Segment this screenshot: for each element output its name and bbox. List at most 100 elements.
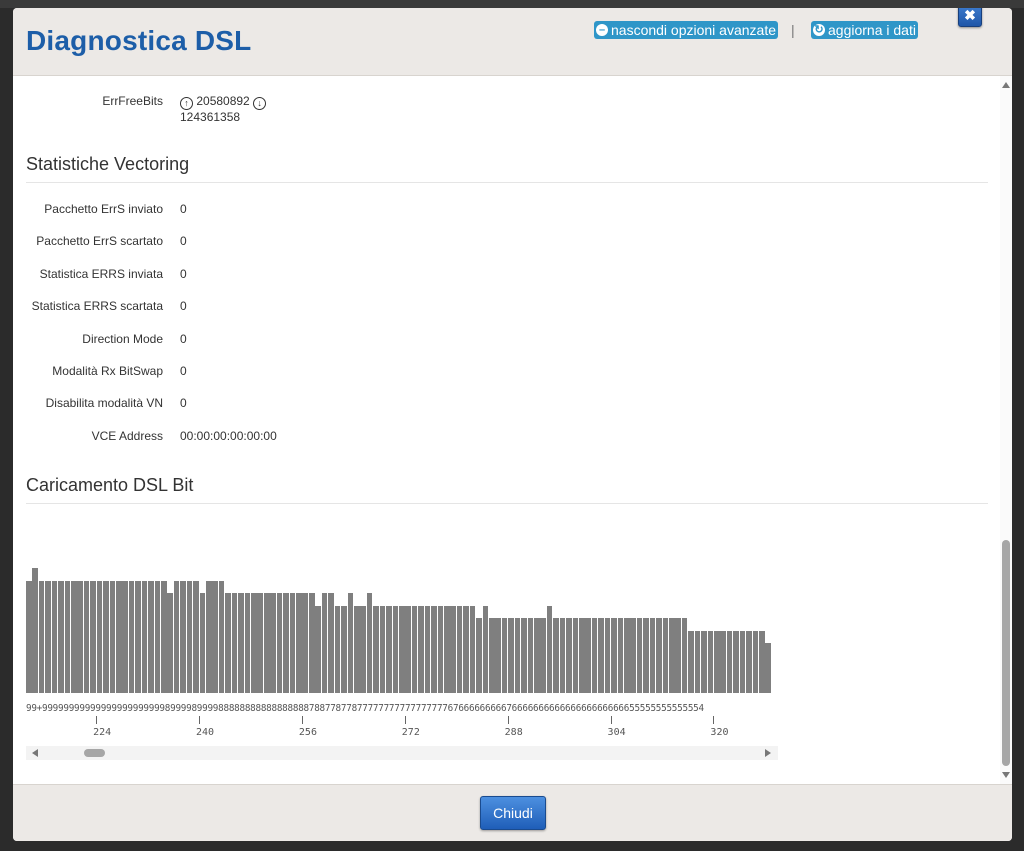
bit-bar bbox=[231, 593, 238, 693]
bit-bar bbox=[302, 593, 309, 693]
bit-bar bbox=[141, 580, 148, 693]
scroll-right-icon[interactable] bbox=[765, 749, 771, 757]
close-button[interactable]: Chiudi bbox=[480, 796, 546, 830]
bit-bar bbox=[212, 580, 219, 693]
bit-bar bbox=[244, 593, 251, 693]
bit-bar bbox=[321, 593, 328, 693]
bit-bar bbox=[636, 618, 643, 693]
bit-bar bbox=[611, 618, 617, 693]
bit-bar bbox=[508, 618, 514, 693]
header-separator: | bbox=[791, 22, 795, 38]
bit-bar bbox=[392, 605, 399, 693]
bit-bar bbox=[604, 618, 611, 693]
bit-bar bbox=[675, 618, 682, 693]
bit-bar bbox=[746, 630, 752, 693]
vectoring-row-value: 0 bbox=[180, 234, 187, 249]
bit-bar bbox=[386, 605, 392, 693]
bit-bar bbox=[32, 568, 39, 693]
bit-bar bbox=[257, 593, 264, 693]
bit-bar bbox=[501, 618, 508, 693]
x-tick-mark bbox=[610, 716, 612, 724]
bit-bar bbox=[193, 580, 199, 693]
bit-bar bbox=[135, 580, 141, 693]
bitload-section-title: Caricamento DSL Bit bbox=[26, 475, 988, 504]
x-tick-mark bbox=[96, 716, 98, 724]
bit-bar bbox=[623, 618, 630, 693]
vectoring-row-label: Disabilita modalità VN bbox=[45, 396, 163, 411]
vectoring-row-label: VCE Address bbox=[91, 428, 163, 443]
horizontal-scroll-thumb[interactable] bbox=[84, 749, 105, 757]
bit-bar bbox=[733, 630, 739, 693]
refresh-data-link[interactable]: ↻ aggiorna i dati bbox=[811, 21, 918, 39]
bit-bar bbox=[681, 618, 688, 693]
minus-circle-icon: – bbox=[596, 24, 608, 36]
scroll-up-icon[interactable] bbox=[1002, 82, 1010, 88]
bit-bar bbox=[353, 605, 360, 693]
bit-bar bbox=[90, 580, 96, 693]
bit-bar bbox=[366, 593, 373, 693]
bit-bar bbox=[38, 580, 45, 693]
bit-bar bbox=[122, 580, 129, 693]
bit-bar bbox=[533, 618, 540, 693]
bit-bar bbox=[225, 593, 231, 693]
bit-bar bbox=[128, 580, 135, 693]
vectoring-row-value: 0 bbox=[180, 331, 187, 346]
x-tick-label: 272 bbox=[401, 727, 420, 738]
dsl-diagnostics-dialog: Diagnostica DSL – nascondi opzioni avanz… bbox=[13, 8, 1012, 841]
bit-digit-labels: 99+9999999999999999999999989999899998888… bbox=[26, 703, 704, 714]
bit-bar bbox=[109, 580, 116, 693]
bit-bar bbox=[720, 630, 727, 693]
arrow-up-circle-icon: ↑ bbox=[180, 97, 193, 110]
content-vertical-scrollbar[interactable] bbox=[1000, 76, 1012, 784]
bit-bar bbox=[64, 580, 71, 693]
x-tick-label: 240 bbox=[196, 727, 215, 738]
bit-bar bbox=[431, 605, 437, 693]
bit-bar bbox=[572, 618, 579, 693]
bit-bar bbox=[315, 605, 321, 693]
bit-bar bbox=[739, 630, 746, 693]
vectoring-row-label: Pacchetto ErrS inviato bbox=[44, 202, 163, 216]
bit-bar bbox=[521, 618, 527, 693]
bit-bar bbox=[206, 580, 212, 693]
bit-bar bbox=[553, 618, 559, 693]
vectoring-row-value: 0 bbox=[180, 299, 187, 314]
chart-horizontal-scrollbar[interactable] bbox=[26, 746, 778, 760]
bit-bar bbox=[591, 618, 598, 693]
bit-bar bbox=[173, 580, 180, 693]
x-tick-mark bbox=[199, 716, 201, 724]
bit-bar bbox=[180, 580, 186, 693]
scroll-down-icon[interactable] bbox=[1002, 772, 1010, 778]
bit-bar bbox=[334, 605, 341, 693]
bit-bar bbox=[578, 618, 585, 693]
bit-bar bbox=[463, 605, 469, 693]
bit-bar bbox=[443, 605, 450, 693]
errfreebits-up-value: 20580892 bbox=[196, 94, 250, 108]
bit-bar bbox=[161, 580, 167, 693]
bit-bar bbox=[649, 618, 656, 693]
bit-bar bbox=[289, 593, 296, 693]
bit-bar bbox=[495, 618, 501, 693]
bit-bar bbox=[270, 593, 276, 693]
bit-bar bbox=[405, 605, 411, 693]
vertical-scroll-thumb[interactable] bbox=[1002, 540, 1010, 766]
bit-bar bbox=[701, 630, 707, 693]
bit-bar bbox=[71, 580, 77, 693]
bit-bar bbox=[643, 618, 649, 693]
refresh-icon: ↻ bbox=[813, 24, 825, 36]
bit-bar bbox=[540, 618, 546, 693]
vectoring-row-label: Modalità Rx BitSwap bbox=[52, 364, 163, 378]
bit-bar bbox=[83, 580, 90, 693]
errfreebits-label: ErrFreeBits bbox=[102, 94, 163, 108]
scroll-left-icon[interactable] bbox=[32, 749, 38, 757]
hide-advanced-options-link[interactable]: – nascondi opzioni avanzate bbox=[594, 21, 779, 39]
x-tick-mark bbox=[301, 716, 303, 724]
bit-bar bbox=[308, 593, 315, 693]
bit-bar bbox=[26, 580, 32, 693]
close-dialog-button[interactable]: ✖ bbox=[958, 8, 982, 27]
bit-bar bbox=[752, 630, 759, 693]
bit-bar bbox=[341, 605, 347, 693]
bit-bar bbox=[424, 605, 431, 693]
dialog-header: Diagnostica DSL – nascondi opzioni avanz… bbox=[13, 8, 1012, 76]
bit-bar bbox=[154, 580, 161, 693]
bit-bar bbox=[328, 593, 334, 693]
